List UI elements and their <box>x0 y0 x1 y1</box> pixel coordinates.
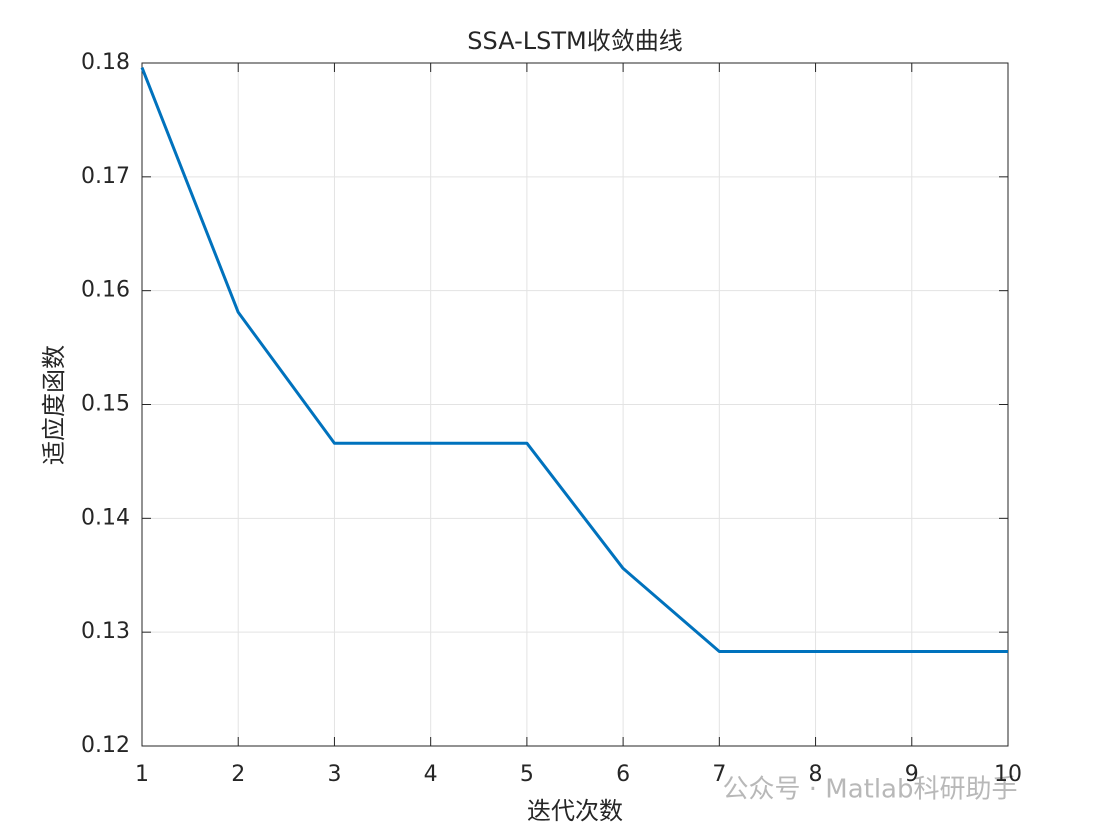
watermark: 公众号 · Matlab科研助手 <box>722 775 1017 805</box>
x-axis-label: 迭代次数 <box>527 797 623 825</box>
x-tick-label: 9 <box>905 762 919 787</box>
y-tick-label: 0.15 <box>81 392 130 417</box>
plot-frame <box>141 62 1009 747</box>
x-tick-label: 1 <box>135 762 149 787</box>
y-axis-label: 适应度函数 <box>40 345 68 465</box>
x-tick-label: 7 <box>712 762 726 787</box>
chart-title: SSA-LSTM收敛曲线 <box>467 27 682 55</box>
y-tick-label: 0.12 <box>81 733 130 758</box>
x-tick-label: 3 <box>327 762 341 787</box>
x-tick-label: 5 <box>520 762 534 787</box>
y-tick-label: 0.14 <box>81 505 130 530</box>
x-tick-label: 4 <box>424 762 438 787</box>
y-tick-label: 0.18 <box>81 50 130 75</box>
y-tick-label: 0.13 <box>81 619 130 644</box>
y-tick-label: 0.16 <box>81 278 130 303</box>
x-tick-label: 6 <box>616 762 630 787</box>
line <box>140 67 1008 654</box>
y-tick-label: 0.17 <box>81 164 130 189</box>
x-tick-label: 8 <box>809 762 823 787</box>
x-tick-label: 2 <box>231 762 245 787</box>
x-tick-label: 10 <box>994 762 1022 787</box>
